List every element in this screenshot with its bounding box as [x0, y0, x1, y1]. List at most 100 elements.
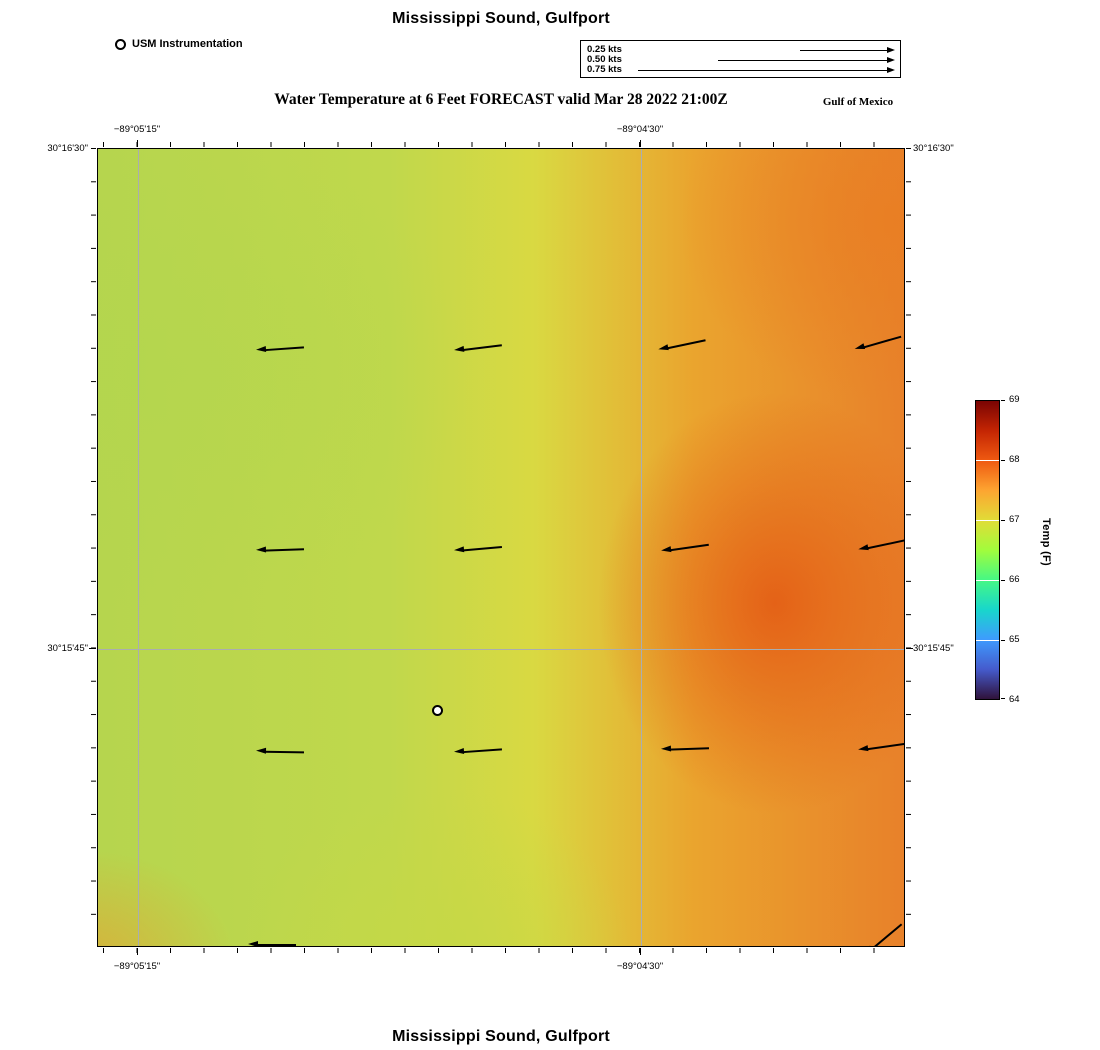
vector-arrowhead-icon	[853, 343, 866, 352]
speed-legend-label: 0.50 kts	[587, 54, 622, 65]
current-vector-arrow	[453, 744, 505, 757]
speed-legend-arrowhead-icon	[887, 46, 895, 53]
x-tick-label-top-right: −89°04'30"	[616, 124, 664, 135]
axis-minor-ticks-bottom	[97, 948, 905, 953]
vector-shaft	[668, 747, 710, 751]
axis-major-tick	[640, 140, 641, 147]
vector-shaft	[461, 748, 502, 753]
vector-arrowhead-icon	[453, 346, 465, 354]
vector-shaft	[461, 546, 502, 552]
x-tick-label-bottom-right: −89°04'30"	[616, 961, 664, 972]
vector-shaft	[263, 548, 305, 552]
vector-shaft	[862, 335, 902, 349]
graticule-line-horizontal	[98, 649, 904, 650]
colorbar-gradient	[976, 401, 999, 699]
axis-minor-ticks-top	[97, 142, 905, 147]
station-legend: USM Instrumentation	[115, 38, 243, 50]
colorbar-tick-label: 64	[1009, 694, 1020, 705]
colorbar-tick-label: 68	[1009, 454, 1020, 465]
vector-arrowhead-icon	[255, 346, 267, 353]
speed-legend-arrowhead-icon	[887, 66, 895, 73]
vector-arrowhead-icon	[248, 941, 258, 946]
y-tick-label-right-top: 30°16'30"	[913, 143, 954, 154]
axis-minor-ticks-right	[906, 148, 911, 947]
vector-shaft	[263, 750, 305, 754]
vector-shaft	[669, 543, 709, 552]
x-tick-label-top-left: −89°05'15"	[113, 124, 161, 135]
map-plot	[97, 148, 905, 947]
axis-major-tick	[137, 140, 138, 147]
current-vector-arrow	[255, 544, 306, 556]
vector-shaft	[256, 944, 296, 946]
colorbar-tick-label: 67	[1009, 514, 1020, 525]
vector-shaft	[870, 923, 903, 946]
current-vector-arrow	[255, 747, 306, 758]
vector-arrowhead-icon	[255, 747, 267, 754]
current-vector-arrow	[255, 342, 307, 355]
vector-arrowhead-icon	[660, 745, 672, 753]
current-vector-arrow	[453, 340, 505, 356]
vector-shaft	[866, 742, 904, 751]
vector-arrowhead-icon	[857, 745, 869, 753]
axis-major-tick	[640, 948, 641, 955]
vector-arrowhead-icon	[660, 546, 672, 554]
axis-minor-ticks-left	[91, 148, 96, 947]
current-vector-arrow	[660, 743, 711, 755]
current-vector-arrow	[660, 540, 712, 557]
current-vector-arrow	[453, 542, 505, 556]
vector-shaft	[462, 344, 502, 351]
speed-legend-row: 0.75 kts	[581, 65, 900, 75]
vector-arrowhead-icon	[453, 546, 465, 554]
speed-legend-row: 0.50 kts	[581, 55, 900, 65]
y-tick-label-right-bottom: 30°15'45"	[913, 643, 954, 654]
speed-legend-arrow-line	[718, 59, 888, 61]
page-title: Mississippi Sound, Gulfport	[392, 10, 610, 27]
axis-major-tick	[89, 648, 96, 649]
colorbar-tick-mark	[1001, 520, 1005, 521]
colorbar-tick-mark	[1001, 640, 1005, 641]
colorbar-tick-mark	[1001, 580, 1005, 581]
vector-shaft	[866, 539, 904, 550]
y-tick-label-left-top: 30°16'30"	[47, 143, 88, 154]
colorbar-tick-label: 65	[1009, 634, 1020, 645]
region-label: Gulf of Mexico	[822, 96, 894, 108]
axis-major-tick	[906, 648, 913, 649]
graticule-line-vertical	[641, 149, 642, 946]
colorbar-gridline	[976, 580, 999, 581]
y-tick-label-left-bottom: 30°15'45"	[47, 643, 88, 654]
station-marker	[432, 705, 443, 716]
current-vector-arrow	[248, 940, 298, 946]
colorbar-ticks: 69 68 67 66 65 64	[1001, 394, 1041, 705]
vector-arrowhead-icon	[657, 344, 669, 353]
vector-shaft	[263, 346, 304, 351]
vector-arrowhead-icon	[453, 748, 465, 755]
speed-legend: 0.25 kts 0.50 kts 0.75 kts	[580, 40, 901, 78]
speed-legend-arrow-line	[638, 69, 888, 71]
vector-arrowhead-icon	[857, 544, 869, 553]
current-vector-arrow	[857, 535, 904, 555]
colorbar-gridline	[976, 640, 999, 641]
x-tick-label-bottom-left: −89°05'15"	[113, 961, 161, 972]
colorbar-tick-label: 66	[1009, 574, 1020, 585]
vector-arrowhead-icon	[255, 546, 267, 554]
graticule-line-vertical	[138, 149, 139, 946]
axis-major-tick	[137, 948, 138, 955]
vector-shaft	[666, 339, 706, 350]
colorbar-gridline	[976, 520, 999, 521]
colorbar-gridline	[976, 460, 999, 461]
speed-legend-row: 0.25 kts	[581, 45, 900, 55]
current-vector-arrow	[857, 739, 904, 756]
current-vector-arrow	[862, 919, 904, 946]
colorbar	[975, 400, 1000, 700]
vector-arrowhead-icon	[862, 945, 874, 946]
colorbar-tick-mark	[1001, 460, 1005, 461]
colorbar-axis-label: Temp (F)	[1040, 518, 1052, 567]
speed-legend-label: 0.25 kts	[587, 44, 622, 55]
colorbar-tick-mark	[1001, 698, 1005, 699]
current-vector-arrow	[853, 331, 904, 354]
footer-title: Mississippi Sound, Gulfport	[392, 1028, 610, 1045]
colorbar-tick-label: 69	[1009, 394, 1020, 405]
station-circle-icon	[115, 38, 126, 50]
current-vector-arrow	[657, 335, 709, 355]
